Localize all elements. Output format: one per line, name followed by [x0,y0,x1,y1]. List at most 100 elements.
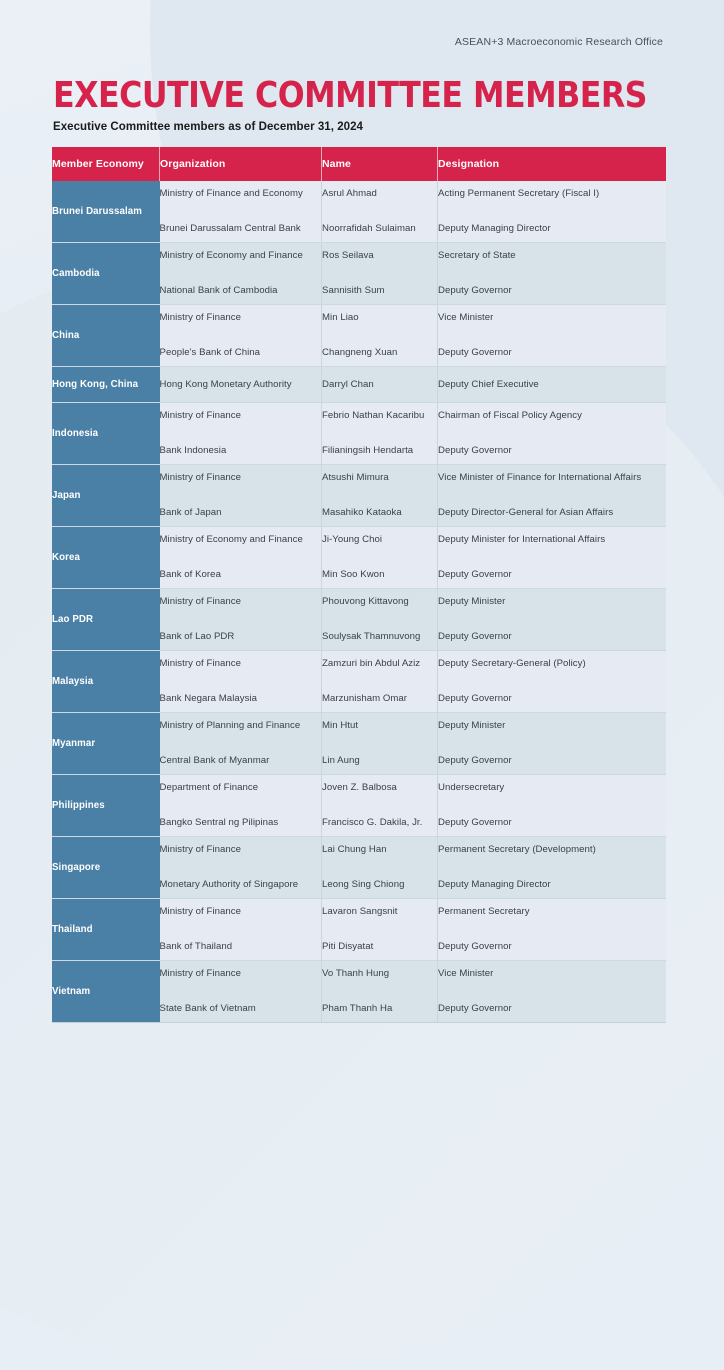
cell-designation-line: Deputy Chief Executive [438,378,539,390]
cell-name: Darryl Chan [321,366,438,403]
cell-designation-line: Deputy Governor [438,1003,512,1014]
cell-organization: Department of Finance Bangko Sentral ng P… [159,774,322,837]
cell-name-line: Sannisith Sum [322,285,385,296]
table-row: Singapore Ministry of Finance Monetary Aut… [52,836,666,899]
cell-member-economy: Indonesia [52,402,160,465]
cell-organization-line: Ministry of Planning and Finance [159,720,301,731]
cell-name-line: Min Liao [322,312,359,323]
cell-designation-line: Deputy Governor [438,569,512,580]
cell-designation-line: Vice Minister of Finance for Internation… [438,472,642,483]
cell-designation-line: Undersecretary [438,782,505,793]
column-header-name: Name [321,147,438,181]
cell-name: Phouvong Kittavong Soulysak Thamnuvong [321,588,438,651]
table-row: Korea Ministry of Economy and Finance Bank… [52,526,666,589]
cell-name: Vo Thanh Hung Pham Thanh Ha [321,960,438,1023]
cell-designation-line: Deputy Director-General for Asian Affair… [438,507,614,518]
cell-designation-line: Secretary of State [438,250,516,261]
cell-name-line: Vo Thanh Hung [322,968,390,979]
cell-name: Febrio Nathan Kacaribu Filianingsih Henda… [321,402,438,465]
cell-designation-line: Deputy Governor [438,631,512,642]
cell-member-economy: Malaysia [52,650,160,713]
cell-name: Atsushi Mimura Masahiko Kataoka [321,464,438,527]
cell-name: Zamzuri bin Abdul Aziz Marzunisham Omar [321,650,438,713]
cell-organization-line: Ministry of Finance [159,410,241,421]
cell-member-economy: China [52,304,160,367]
cell-member-economy: Philippines [52,774,160,837]
table-row: Malaysia Ministry of Finance Bank Negara M… [52,650,666,713]
cell-organization-line: Bank of Thailand [159,941,233,952]
cell-designation-line: Permanent Secretary [438,906,530,917]
table-body: Brunei Darussalam Ministry of Finance and… [52,181,666,1023]
cell-name-line: Min Htut [322,720,359,731]
cell-name: Lai Chung Han Leong Sing Chiong [321,836,438,899]
table-row: Brunei Darussalam Ministry of Finance and… [52,181,666,243]
cell-name-line: Lavaron Sangsnit [322,906,398,917]
cell-name-line: Ros Seilava [322,250,374,261]
cell-designation-line: Deputy Minister for International Affair… [438,534,606,545]
cell-designation: Deputy Chief Executive [437,366,666,403]
cell-designation: Deputy Minister for International Affair… [437,526,666,589]
cell-member-economy: Vietnam [52,960,160,1023]
cell-member-economy: Lao PDR [52,588,160,651]
cell-designation: Permanent Secretary Deputy Governor [437,898,666,961]
cell-organization: Ministry of Finance Monetary Authority of… [159,836,322,899]
cell-designation: Deputy Secretary-General (Policy) Deputy … [437,650,666,713]
cell-name: Ros Seilava Sannisith Sum [321,242,438,305]
column-header-organization: Organization [159,147,322,181]
cell-designation: Vice Minister Deputy Governor [437,960,666,1023]
cell-organization-line: Ministry of Economy and Finance [159,534,303,545]
cell-organization-line: Bank of Japan [159,507,222,518]
cell-designation-line: Deputy Managing Director [438,223,551,234]
cell-organization: Ministry of Finance Bank of Lao PDR [159,588,322,651]
cell-name-line: Ji-Young Choi [322,534,383,545]
cell-name-line: Francisco G. Dakila, Jr. [322,817,423,828]
page-title: EXECUTIVE COMMITTEE MEMBERS [53,75,648,116]
executive-committee-table: Member Economy Organization Name Designa… [52,147,666,1023]
table-row: Japan Ministry of Finance Bank of Japan Ats… [52,464,666,527]
cell-name: Lavaron Sangsnit Piti Disyatat [321,898,438,961]
table-row: Hong Kong, China Hong Kong Monetary Autho… [52,366,666,403]
cell-name-line: Changneng Xuan [322,347,398,358]
cell-organization-line: National Bank of Cambodia [159,285,278,296]
cell-organization: Ministry of Finance and Economy Brunei Da… [159,181,322,243]
cell-name: Ji-Young Choi Min Soo Kwon [321,526,438,589]
table-row: Philippines Department of Finance Bangko S… [52,774,666,837]
cell-organization-line: Bank of Lao PDR [159,631,235,642]
cell-designation: Secretary of State Deputy Governor [437,242,666,305]
cell-designation: Deputy Minister Deputy Governor [437,588,666,651]
title-block: EXECUTIVE COMMITTEE MEMBERS Executive Co… [53,75,724,134]
cell-designation-line: Acting Permanent Secretary (Fiscal I) [438,188,600,199]
cell-organization: Ministry of Finance Bank of Thailand [159,898,322,961]
cell-name-line: Zamzuri bin Abdul Aziz [322,658,421,669]
cell-organization-line: Bank of Korea [159,569,221,580]
table-row: Cambodia Ministry of Economy and Finance N… [52,242,666,305]
cell-name-line: Masahiko Kataoka [322,507,402,518]
cell-name-line: Joven Z. Balbosa [322,782,397,793]
cell-organization: Ministry of Finance Bank of Japan [159,464,322,527]
organization-name: ASEAN+3 Macroeconomic Research Office [454,36,663,48]
cell-name-line: Febrio Nathan Kacaribu [322,410,425,421]
cell-name-line: Atsushi Mimura [322,472,389,483]
cell-designation-line: Deputy Minister [438,596,506,607]
cell-name-line: Noorrafidah Sulaiman [322,223,416,234]
cell-organization-line: Bank Negara Malaysia [159,693,258,704]
cell-member-economy: Thailand [52,898,160,961]
cell-organization-line: Ministry of Finance [159,472,241,483]
cell-designation-line: Vice Minister [438,968,494,979]
cell-organization-line: Ministry of Finance [159,844,241,855]
cell-organization: Ministry of Finance Bank Indonesia [159,402,322,465]
table-header: Member Economy Organization Name Designa… [52,147,666,181]
cell-organization: Ministry of Finance Bank Negara Malaysia [159,650,322,713]
cell-organization: Ministry of Planning and Finance Central … [159,712,322,775]
cell-organization-line: Ministry of Finance [159,596,241,607]
cell-name-line: Piti Disyatat [322,941,374,952]
cell-name-line: Asrul Ahmad [322,188,377,199]
cell-member-economy: Singapore [52,836,160,899]
cell-organization-line: State Bank of Vietnam [159,1003,256,1014]
cell-member-economy: Korea [52,526,160,589]
cell-name-line: Marzunisham Omar [322,693,408,704]
cell-name-line: Pham Thanh Ha [322,1003,393,1014]
cell-name-line: Lai Chung Han [322,844,387,855]
cell-organization: Ministry of Economy and Finance Bank of K… [159,526,322,589]
column-header-designation: Designation [437,147,666,181]
